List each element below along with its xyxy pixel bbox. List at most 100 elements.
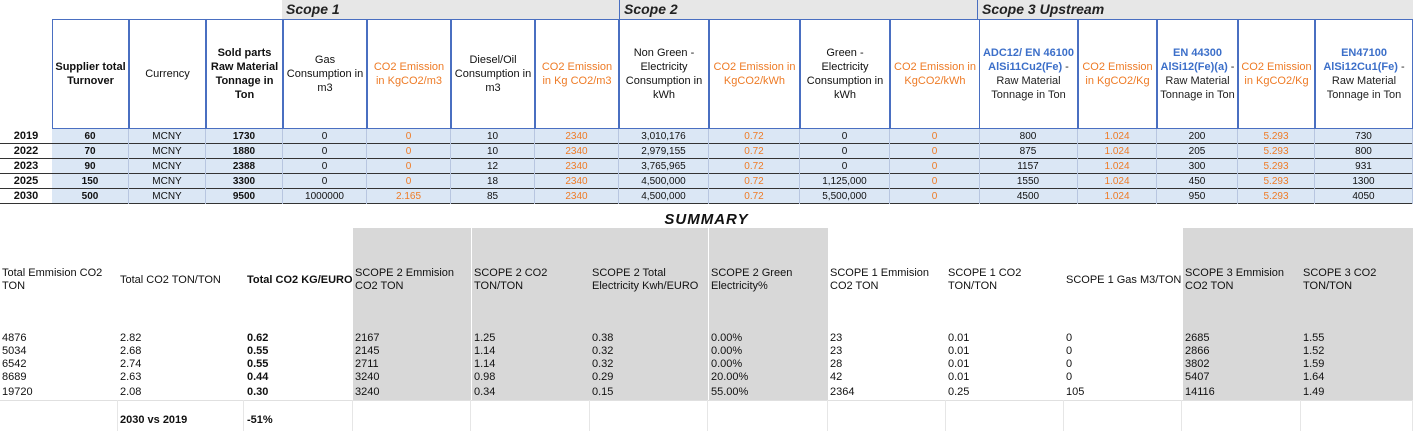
summary-cell: 0.98 [474,371,496,383]
summary-grey-band [353,228,471,400]
table-cell: 0 [367,144,451,159]
table-cell: 931 [1315,159,1413,174]
table-cell: 2388 [206,159,283,174]
summary-gridline [1063,400,1064,431]
summary-gridline [589,400,590,431]
table-cell: 0.72 [709,129,800,144]
table-row-bg [52,144,1413,159]
scope-header-row [282,0,1413,19]
table-cell: 1157 [979,159,1078,174]
table-cell: 3,765,965 [619,159,709,174]
row-year: 2025 [13,175,39,187]
table-cell: 0.72 [709,189,800,204]
scope1-label: Scope 1 [282,0,620,19]
table-cell: 0 [800,159,890,174]
summary-header: SCOPE 1 Gas M3/TON [1066,273,1182,286]
column-header-en44300_co2: CO2 Emission in KgCO2/Kg [1238,19,1315,129]
table-cell: 5.293 [1238,189,1315,204]
summary-cell: 3240 [355,371,380,383]
table-row-bg [52,174,1413,189]
summary-cell: 1.25 [474,332,496,344]
summary-grey-band [590,228,708,400]
summary-cell: 0.00% [711,358,743,370]
column-header-en44300-desc: - Raw Material Tonnage in Ton [1160,61,1235,101]
column-header-adc12: ADC12/ EN 46100 AlSi11Cu2(Fe) - Raw Mate… [979,19,1078,129]
summary-grey-band [1301,228,1413,400]
scope3-label: Scope 3 Upstream [982,1,1105,17]
table-cell: 730 [1315,129,1413,144]
summary-cell: 1.14 [474,345,496,357]
table-cell: 4,500,000 [619,189,709,204]
table-cell: 150 [52,174,129,189]
summary-cell: 23 [830,345,843,357]
table-cell: 1.024 [1078,144,1157,159]
table-cell: 1.024 [1078,174,1157,189]
table-cell: 5.293 [1238,159,1315,174]
summary-cell: 42 [830,371,843,383]
summary-cell: 0.55 [247,358,269,370]
table-cell: 800 [1315,144,1413,159]
table-cell: 10 [451,129,535,144]
summary-cell: 0.55 [247,345,269,357]
table-cell: 5.293 [1238,129,1315,144]
summary-cell: 2364 [830,386,855,398]
row-divider [0,173,1413,174]
table-cell: 2340 [535,159,619,174]
column-header-diesel_co2: CO2 Emission in Kg CO2/m3 [535,19,619,129]
summary-cell: 0.01 [948,345,970,357]
table-cell: 3300 [206,174,283,189]
table-cell: 0 [283,174,367,189]
summary-gridline [1300,400,1301,431]
row-year: 2023 [13,160,39,172]
table-cell: MCNY [129,189,206,204]
column-header-en47100: EN47100 AlSi12Cu1(Fe) - Raw Material Ton… [1315,19,1413,129]
table-cell: 300 [1157,159,1238,174]
summary-cell: 3802 [1185,358,1210,370]
table-cell: 90 [52,159,129,174]
summary-cell: 5407 [1185,371,1210,383]
row-year: 2022 [13,145,39,157]
summary-cell: 0 [1066,332,1073,344]
table-cell: 5,500,000 [800,189,890,204]
column-header-green_co2: CO2 Emission in KgCO2/kWh [890,19,980,129]
summary-header: SCOPE 3 CO2 TON/TON [1303,267,1377,292]
summary-grey-band [472,228,590,400]
row-divider [0,203,1413,204]
table-cell: 0 [890,189,980,204]
column-header-en44300: EN 44300 AlSi12(Fe)(a) - Raw Material To… [1157,19,1238,129]
table-cell: 205 [1157,144,1238,159]
table-cell: 875 [979,144,1078,159]
summary-gridline [352,400,353,431]
table-cell: 2340 [535,129,619,144]
summary-cell: 0.29 [592,371,614,383]
summary-cell: 2145 [355,345,380,357]
column-header-nongreen_co2: CO2 Emission in KgCO2/kWh [709,19,800,129]
summary-grey-band [1183,228,1301,400]
summary-gridline [1181,400,1182,431]
table-cell: 60 [52,129,129,144]
column-header-diesel: Diesel/Oil Consumption in m3 [451,19,535,129]
summary-cell: 0.01 [948,332,970,344]
table-cell: 0.72 [709,174,800,189]
summary-cell: 1.64 [1303,371,1325,383]
table-cell: 9500 [206,189,283,204]
table-cell: 0 [890,129,980,144]
table-cell: MCNY [129,144,206,159]
table-cell: 0 [890,159,980,174]
summary-cell: 2866 [1185,345,1210,357]
table-cell: 10 [451,144,535,159]
summary-cell: 0.00% [711,345,743,357]
column-header-currency: Currency [129,19,206,129]
summary-cell: 1.49 [1303,386,1325,398]
summary-gridline [117,400,118,431]
column-header-en44300-code: EN 44300 AlSi12(Fe)(a) [1160,47,1228,73]
table-cell: 1.024 [1078,129,1157,144]
summary-cell: 55.00% [711,386,749,398]
row-divider [0,143,1413,144]
table-cell: 0 [283,144,367,159]
table-cell: 18 [451,174,535,189]
table-cell: 1.024 [1078,159,1157,174]
table-cell: 450 [1157,174,1238,189]
table-cell: 500 [52,189,129,204]
table-cell: 0.72 [709,159,800,174]
